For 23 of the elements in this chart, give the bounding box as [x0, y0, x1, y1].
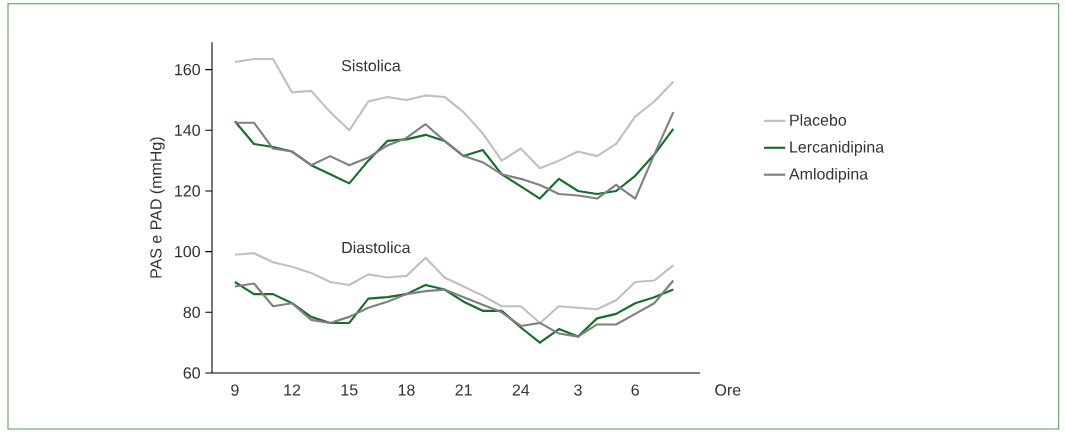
y-tick-label: 120	[175, 185, 201, 197]
x-tick-label: 21	[455, 384, 472, 396]
line-series	[233, 252, 675, 325]
legend-label: Placebo	[790, 114, 847, 126]
y-tick-label: 60	[183, 367, 201, 379]
annotation: Diastolica	[342, 241, 411, 254]
legend-label: Lercanidipina	[790, 141, 885, 156]
annotation: Sistolica	[341, 59, 401, 72]
y-tick-label: 100	[175, 246, 201, 258]
x-tick-label: 12	[284, 384, 301, 396]
x-tick-label: 6	[631, 384, 639, 396]
x-tick-label: 18	[398, 384, 415, 396]
y-tick-label: 140	[175, 124, 201, 136]
legend-label: Amlodipina	[788, 167, 869, 183]
x-axis-title: Ore	[715, 384, 741, 396]
x-tick-label: 24	[512, 384, 530, 396]
x-tick-label: 9	[231, 384, 239, 396]
y-axis-title: PAS e PAD (mmHg)	[149, 137, 165, 278]
x-tick-label: 15	[341, 384, 358, 396]
line-series	[233, 57, 675, 170]
y-tick-label: 160	[175, 63, 201, 76]
y-tick-label: 80	[183, 306, 201, 318]
x-tick-label: 3	[574, 384, 582, 396]
